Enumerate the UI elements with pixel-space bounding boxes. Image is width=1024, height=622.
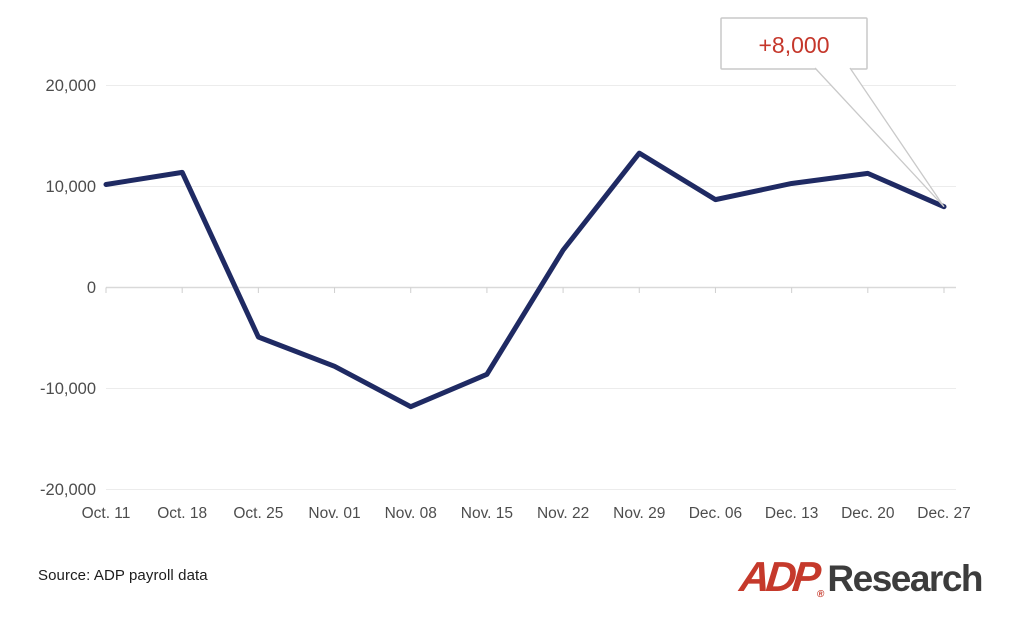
payroll-line [103,150,947,410]
x-axis-label: Dec. 20 [841,505,895,522]
x-axis-label: Nov. 22 [537,505,589,522]
y-axis-label: 10,000 [46,178,96,196]
x-axis-labels: Oct. 11 Oct. 18 Oct. 25 Nov. 01 Nov. 08 Nov. … [82,505,971,522]
y-axis-label: -20,000 [40,481,96,499]
x-axis-label: Nov. 15 [461,505,513,522]
x-axis-label: Dec. 13 [765,505,818,522]
x-axis-ticks [105,287,945,293]
x-axis-label: Oct. 11 [82,505,131,522]
callout-pointer-right-edge [849,67,945,208]
adp-logo-mark: ADP® [737,553,826,600]
callout: +8,000 [720,17,945,208]
x-axis-label: Dec. 06 [689,505,742,522]
y-axis-label: -10,000 [40,380,96,398]
x-axis-label: Dec. 27 [917,505,970,522]
adp-logo-text: ADP [737,553,820,600]
callout-label: +8,000 [759,32,830,58]
y-gridlines [106,85,956,490]
callout-box [720,17,868,70]
research-wordmark: Research [827,558,983,599]
x-axis-label: Nov. 01 [308,505,360,522]
y-axis-labels: 20,000 10,000 0 -10,000 -20,000 [40,77,96,499]
x-axis-label: Nov. 08 [385,505,437,522]
y-axis-label: 20,000 [46,77,96,95]
callout-pointer-left-edge [814,67,945,208]
x-axis-label: Oct. 18 [157,505,207,522]
x-axis-label: Oct. 25 [233,505,283,522]
adp-research-logo: ADP® Research [737,553,984,600]
source-note: Source: ADP payroll data [38,567,208,584]
y-axis-label: 0 [87,279,96,297]
x-axis-label: Nov. 29 [613,505,665,522]
